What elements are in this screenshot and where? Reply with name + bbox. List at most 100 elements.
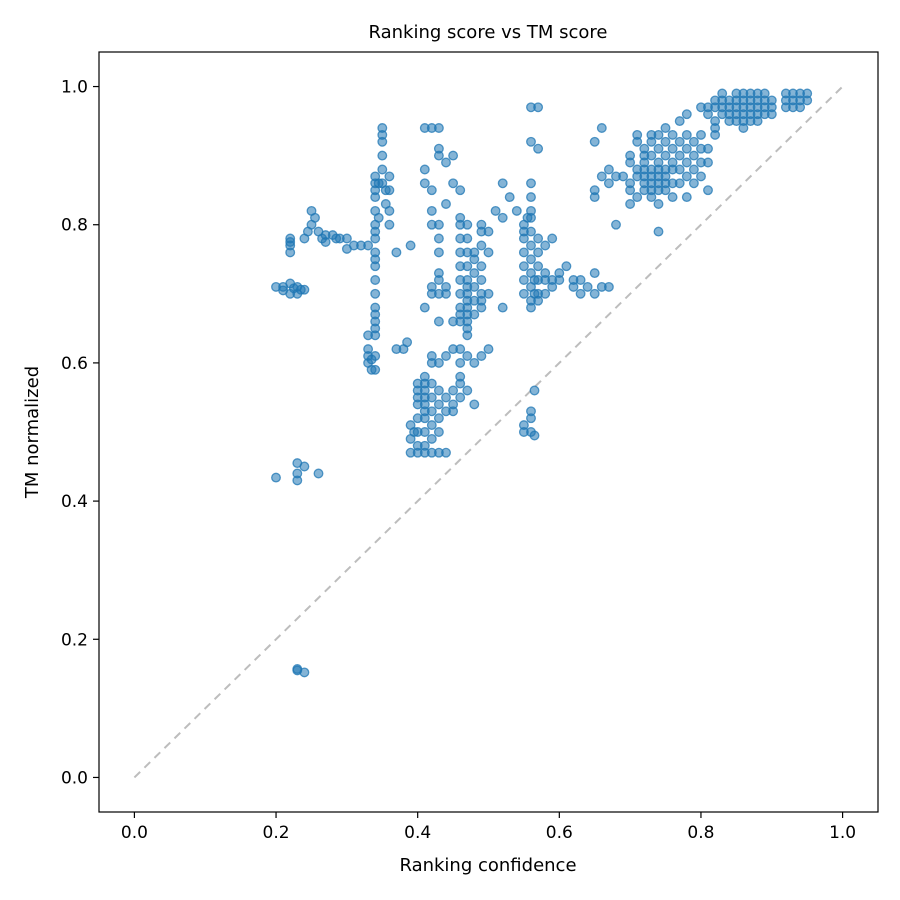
data-point [589,268,600,279]
data-point [483,247,494,258]
data-point [331,233,342,244]
data-point [589,288,600,299]
y-tick-label: 1.0 [61,78,88,98]
y-axis-label: TM normalized [22,366,43,499]
data-point [526,406,536,417]
data-point [674,116,685,127]
data-point [455,185,466,196]
data-point [419,164,430,175]
data-point [370,351,381,361]
data-point [299,284,310,295]
data-point [533,247,544,258]
chart-title: Ranking score vs TM score [369,22,608,43]
data-point [441,351,451,361]
x-tick-label: 0.6 [546,823,573,843]
data-point [476,275,487,285]
data-point [469,281,480,292]
data-point [518,233,529,244]
data-point [483,288,494,299]
data-point [688,178,699,189]
data-point [766,109,777,120]
y-tick-label: 0.8 [61,216,88,236]
x-tick-label: 0.0 [121,823,148,843]
data-point [433,219,444,230]
data-point [660,185,671,196]
data-point [589,136,600,147]
data-point [469,247,480,258]
data-point [703,157,713,168]
data-point [795,102,806,113]
data-point [462,261,473,272]
data-point [625,199,636,209]
data-point [310,212,320,223]
data-point [526,254,536,265]
data-point [533,102,544,113]
data-point [462,351,473,361]
data-point [738,123,749,133]
data-point [703,143,713,154]
data-point [681,192,692,203]
data-point [476,302,487,313]
data-point [522,212,533,223]
data-point [462,385,473,396]
x-tick-label: 0.4 [404,823,431,843]
data-point [455,357,466,368]
data-point [455,344,466,355]
data-point [518,247,529,258]
data-point [384,205,395,216]
data-point [688,164,699,175]
data-point [632,192,643,203]
data-point [370,226,381,237]
data-point [504,192,515,203]
data-point [540,240,551,251]
data-point [632,136,643,147]
points-layer [271,88,813,678]
data-point [419,440,430,451]
data-point [462,219,473,230]
data-point [561,261,572,272]
data-point [370,323,381,334]
data-point [299,667,310,678]
data-point [703,109,713,120]
data-point [596,171,607,182]
y-tick-label: 0.0 [61,768,88,788]
data-point [448,385,459,396]
data-point [448,406,459,417]
data-point [646,150,657,161]
data-point [462,323,473,334]
data-point [292,475,303,486]
data-point [575,288,586,299]
data-point [441,281,451,292]
y-tick-label: 0.4 [61,492,88,512]
data-point [433,316,444,327]
data-point [497,302,508,313]
data-point [688,136,699,147]
data-point [625,157,636,168]
data-point [370,261,381,272]
data-point [533,295,544,306]
data-point [660,136,671,147]
plot-frame [98,51,879,813]
data-point [377,129,388,140]
data-point [320,237,331,247]
data-point [426,433,437,444]
data-point [497,212,508,223]
data-point [497,178,508,189]
data-point [554,275,565,285]
reference-line-layer [133,85,844,779]
data-point [373,212,384,223]
data-point [802,95,813,106]
data-point [674,164,685,175]
data-point [674,150,685,161]
y-tick-label: 0.2 [61,630,88,650]
data-point [433,399,444,410]
x-axis: 0.0 0.2 0.4 0.6 0.8 1.0 [121,812,856,843]
data-point [377,164,388,175]
data-point [391,247,402,258]
y-axis: 0.0 0.2 0.4 0.6 0.8 1.0 [61,78,99,788]
data-point [433,247,444,258]
data-point [469,399,480,410]
data-point [370,275,381,285]
